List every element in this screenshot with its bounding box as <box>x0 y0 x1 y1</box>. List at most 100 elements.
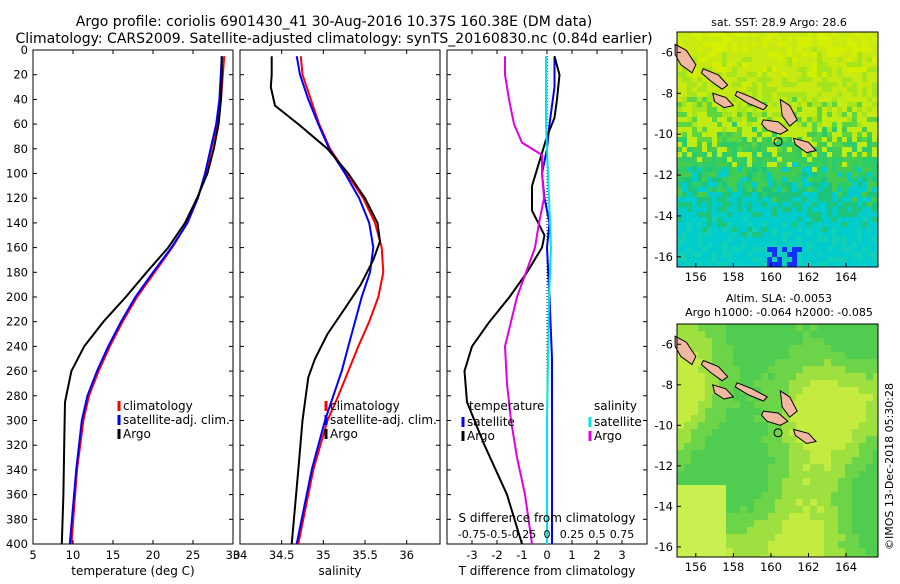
map-cell <box>727 152 732 157</box>
map-cell <box>684 506 691 513</box>
map-cell <box>697 97 702 102</box>
map-cell <box>719 471 726 478</box>
map-cell <box>797 222 802 227</box>
map-cell <box>677 450 684 457</box>
map-cell <box>761 499 768 506</box>
y-tick-label: 40 <box>13 92 28 106</box>
map-cell <box>733 338 740 345</box>
map-cell <box>726 338 733 345</box>
map-cell <box>852 192 857 197</box>
map-cell <box>787 137 792 142</box>
map-cell <box>719 450 726 457</box>
map-cell <box>692 257 697 262</box>
map-cell <box>691 464 698 471</box>
map-cell <box>797 197 802 202</box>
map-cell <box>812 212 817 217</box>
map-cell <box>810 373 817 380</box>
map-cell <box>777 172 782 177</box>
map-cell <box>722 177 727 182</box>
map-cell <box>757 37 762 42</box>
map-cell <box>827 172 832 177</box>
map-cell <box>697 227 702 232</box>
map-cell <box>866 450 873 457</box>
map-cell <box>717 257 722 262</box>
map-cell <box>845 485 852 492</box>
map-cell <box>857 82 862 87</box>
map-cell <box>873 387 878 394</box>
map-cell <box>719 422 726 429</box>
map-cell <box>737 147 742 152</box>
map-cell <box>677 207 682 212</box>
map-cell <box>757 42 762 47</box>
map-cell <box>712 87 717 92</box>
map-cell <box>797 107 802 112</box>
map-cell <box>857 212 862 217</box>
map-cell <box>862 147 867 152</box>
map-cell <box>684 422 691 429</box>
map-cell <box>677 555 684 557</box>
map-cell <box>807 72 812 77</box>
map-cell <box>691 387 698 394</box>
map-cell <box>775 464 782 471</box>
map-cell <box>707 162 712 167</box>
map-cell <box>692 87 697 92</box>
map-cell <box>837 52 842 57</box>
map-cell <box>712 443 719 450</box>
map-cell <box>817 162 822 167</box>
map-cell <box>697 72 702 77</box>
map-cell <box>807 82 812 87</box>
map-cell <box>824 394 831 401</box>
map-cell <box>812 187 817 192</box>
map-cell <box>852 107 857 112</box>
map-cell <box>852 450 859 457</box>
map-cell <box>832 237 837 242</box>
map-cell <box>767 142 772 147</box>
map-cell <box>810 513 817 520</box>
map-cell <box>687 117 692 122</box>
map-cell <box>698 345 705 352</box>
map-cell <box>867 42 872 47</box>
map-cell <box>872 37 877 42</box>
map-cell <box>697 117 702 122</box>
map-cell <box>852 436 859 443</box>
map-cell <box>712 212 717 217</box>
map-cell <box>692 262 697 267</box>
map-cell <box>822 147 827 152</box>
map-cell <box>862 32 867 37</box>
map-cell <box>677 247 682 252</box>
map-cell <box>802 137 807 142</box>
map-cell <box>827 167 832 172</box>
map-cell <box>733 499 740 506</box>
y-tick-label: 20 <box>13 68 28 82</box>
map-cell <box>732 212 737 217</box>
map-cell <box>787 162 792 167</box>
map-cell <box>705 457 712 464</box>
map-cell <box>831 345 838 352</box>
map-cell <box>867 77 872 82</box>
map-cell <box>857 117 862 122</box>
map-cell <box>782 182 787 187</box>
map-cell <box>717 117 722 122</box>
map-cell <box>852 232 857 237</box>
map-cell <box>873 520 878 527</box>
map-cell <box>772 42 777 47</box>
map-cell <box>705 373 712 380</box>
map-cell <box>772 157 777 162</box>
map-cell <box>687 162 692 167</box>
map-cell <box>802 97 807 102</box>
series-line-satellite-adj-clim- <box>295 56 375 545</box>
map-cell <box>742 72 747 77</box>
map-cell <box>726 534 733 541</box>
map-cell <box>772 222 777 227</box>
map-cell <box>757 247 762 252</box>
map-cell <box>807 212 812 217</box>
map-cell <box>872 152 877 157</box>
map-cell <box>845 548 852 555</box>
map-cell <box>857 107 862 112</box>
map-cell <box>733 429 740 436</box>
map-cell <box>757 122 762 127</box>
map-cell <box>845 541 852 548</box>
map-cell <box>810 541 817 548</box>
map-cell <box>845 513 852 520</box>
map-cell <box>742 42 747 47</box>
